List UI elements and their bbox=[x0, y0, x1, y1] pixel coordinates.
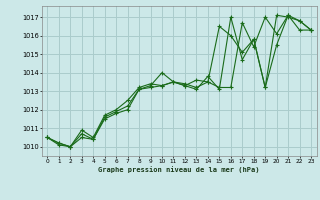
X-axis label: Graphe pression niveau de la mer (hPa): Graphe pression niveau de la mer (hPa) bbox=[99, 167, 260, 173]
